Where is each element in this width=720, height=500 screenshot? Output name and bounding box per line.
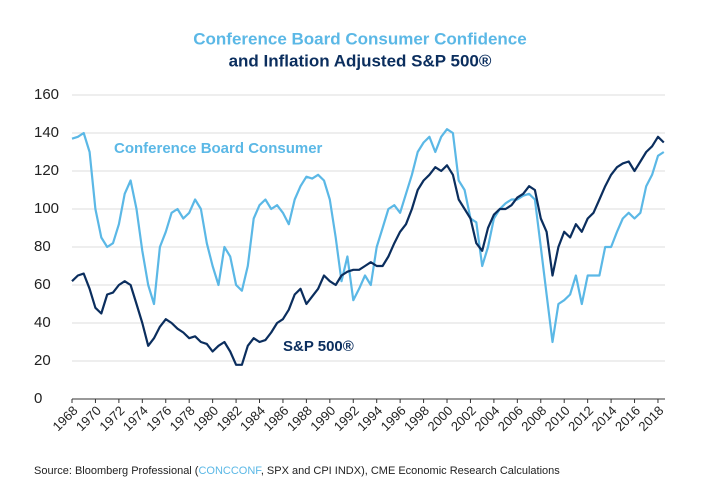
source-part: Source: Bloomberg Professional ( xyxy=(34,465,199,477)
source-highlight: CONCCONF xyxy=(198,465,262,477)
x-tick-label: 1986 xyxy=(260,403,291,434)
y-tick-label: 20 xyxy=(34,352,51,369)
y-tick-label: 60 xyxy=(34,276,51,293)
x-tick-label: 1972 xyxy=(96,403,127,434)
x-tick-label: 1992 xyxy=(331,403,362,434)
source-note: Source: Bloomberg Professional (CONCCONF… xyxy=(34,465,560,477)
y-tick-label: 120 xyxy=(34,162,59,179)
source-part: , SPX and CPI INDX), CME Economic Resear… xyxy=(261,465,560,477)
x-tick-label: 2014 xyxy=(589,403,620,434)
series-line xyxy=(71,135,665,366)
x-tick-label: 1990 xyxy=(307,403,338,434)
x-tick-label: 2016 xyxy=(612,403,643,434)
x-tick-label: 1970 xyxy=(73,403,104,434)
y-tick-label: 80 xyxy=(34,238,51,255)
x-tick-label: 2012 xyxy=(565,403,596,434)
x-tick-label: 1968 xyxy=(49,403,80,434)
annotation: Conference Board Consumer xyxy=(114,140,323,157)
series-line xyxy=(71,128,665,344)
x-tick-label: 1978 xyxy=(167,403,198,434)
x-tick-label: 2002 xyxy=(448,403,479,434)
y-tick-label: 40 xyxy=(34,314,51,331)
y-tick-label: 140 xyxy=(34,124,59,141)
x-tick-label: 1982 xyxy=(214,403,245,434)
x-tick-label: 1980 xyxy=(190,403,221,434)
x-tick-label: 2000 xyxy=(425,403,456,434)
x-tick-label: 2018 xyxy=(635,403,666,434)
y-tick-label: 100 xyxy=(34,200,59,217)
x-tick-label: 1996 xyxy=(378,403,409,434)
chart-subtitle: and Inflation Adjusted S&P 500® xyxy=(229,51,492,70)
x-tick-label: 1998 xyxy=(401,403,432,434)
y-tick-label: 160 xyxy=(34,86,59,103)
x-tick-label: 2006 xyxy=(495,403,526,434)
x-tick-label: 1974 xyxy=(120,403,151,434)
annotation: S&P 500® xyxy=(283,338,354,355)
x-tick-label: 1984 xyxy=(237,403,268,434)
x-tick-label: 2008 xyxy=(518,403,549,434)
x-tick-label: 1988 xyxy=(284,403,315,434)
x-tick-label: 2004 xyxy=(471,403,502,434)
y-tick-label: 0 xyxy=(34,390,42,407)
x-tick-label: 1976 xyxy=(143,403,174,434)
x-tick-label: 2010 xyxy=(542,403,573,434)
chart-title: Conference Board Consumer Confidence xyxy=(193,29,526,48)
x-tick-label: 1994 xyxy=(354,403,385,434)
